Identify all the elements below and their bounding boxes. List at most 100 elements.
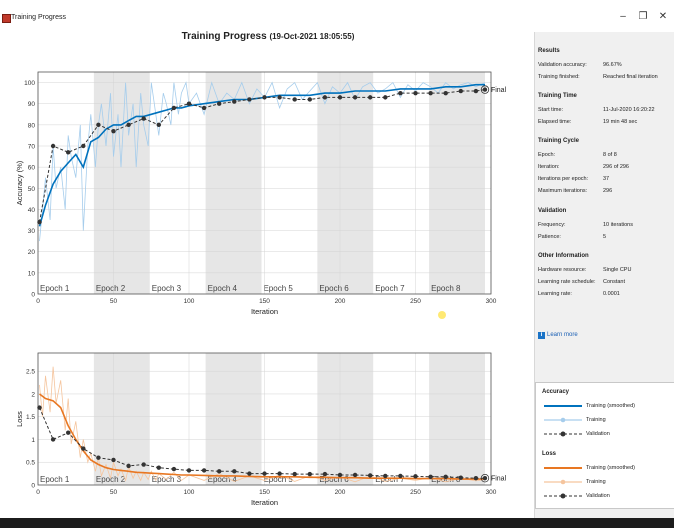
loss-y-tick-label: 0.5 bbox=[26, 460, 35, 467]
acc-y-tick-label: 20 bbox=[28, 249, 36, 256]
hardware-resource-label: Hardware resource: bbox=[538, 267, 587, 273]
loss-validation-point bbox=[96, 455, 101, 460]
acc-y-tick-label: 80 bbox=[28, 122, 36, 129]
acc-validation-point bbox=[482, 87, 488, 92]
acc-epoch-label: Epoch 2 bbox=[96, 284, 126, 293]
minimize-button[interactable]: – bbox=[620, 11, 626, 22]
acc-epoch-label: Epoch 6 bbox=[319, 284, 349, 293]
acc-axes-box bbox=[37, 71, 492, 295]
acc-y-tick-label: 40 bbox=[28, 207, 36, 214]
hardware-resource-value: Single CPU bbox=[603, 267, 632, 273]
acc-validation-point bbox=[111, 129, 116, 134]
maximize-button[interactable]: ❐ bbox=[638, 11, 648, 22]
acc-validation-point bbox=[413, 90, 418, 96]
acc-final-marker bbox=[480, 85, 490, 94]
learning-rate-label: Learning rate: bbox=[538, 291, 572, 297]
loss-validation-point bbox=[443, 474, 448, 480]
training-cycle-heading: Training Cycle bbox=[538, 138, 580, 144]
info-panel: Results Validation accuracy: 96.67% Trai… bbox=[534, 32, 674, 518]
loss-epoch-label: Epoch 8 bbox=[431, 475, 461, 484]
loss-validation-point bbox=[66, 430, 71, 435]
loss-validation-point bbox=[171, 466, 177, 472]
acc-epoch-label: Epoch 8 bbox=[431, 284, 461, 293]
loss-y-axis-label: Loss bbox=[15, 411, 24, 427]
acc-epoch-band bbox=[93, 72, 150, 294]
elapsed-time-value: 19 min 48 sec bbox=[603, 119, 638, 125]
legend-loss-training-label: Training bbox=[586, 479, 606, 485]
acc-final-label: Final bbox=[491, 87, 507, 94]
acc-validation-point bbox=[141, 116, 146, 121]
acc-y-tick-label: 90 bbox=[28, 101, 36, 108]
loss-epoch-label: Epoch 2 bbox=[96, 475, 126, 484]
learn-more-text: Learn more bbox=[547, 332, 578, 338]
acc-x-tick-label: 150 bbox=[259, 298, 270, 305]
loss-validation-point bbox=[37, 405, 42, 410]
epoch-value: 8 of 8 bbox=[603, 152, 617, 158]
acc-epoch-label: Epoch 7 bbox=[375, 284, 405, 293]
loss-validation-point bbox=[201, 468, 207, 473]
acc-y-tick-label: 10 bbox=[28, 270, 36, 277]
close-button[interactable]: ✕ bbox=[658, 11, 668, 22]
loss-x-tick-label: 50 bbox=[110, 489, 118, 496]
elapsed-time-label: Elapsed time: bbox=[538, 119, 572, 125]
acc-epoch-band bbox=[205, 72, 262, 294]
loss-chart: Epoch 1 Epoch 2 Epoch 3 Epoch 4 Epoch 5 Epoch… bbox=[15, 352, 507, 507]
legend-loss-swatches bbox=[544, 467, 582, 499]
acc-validation-point bbox=[292, 97, 297, 102]
validation-accuracy-value: 96.67% bbox=[603, 62, 622, 68]
loss-epoch-label: Epoch 6 bbox=[319, 475, 349, 484]
acc-epoch-band bbox=[429, 72, 485, 294]
title-text: Training Progress bbox=[181, 31, 267, 42]
start-time-label: Start time: bbox=[538, 107, 564, 113]
loss-validation-point bbox=[247, 471, 252, 476]
learn-more-link[interactable]: i Learn more bbox=[538, 332, 578, 339]
legend-loss-validation-label: Validation bbox=[586, 493, 610, 499]
title-bar: Training Progress – ❐ ✕ bbox=[0, 0, 674, 30]
patience-value: 5 bbox=[603, 234, 607, 240]
results-heading: Results bbox=[538, 48, 560, 54]
loss-training-smoothed-line bbox=[39, 393, 485, 480]
acc-y-axis-label: Accuracy (%) bbox=[15, 160, 24, 205]
loss-x-tick-label: 150 bbox=[259, 489, 270, 496]
acc-y-tick-label: 30 bbox=[28, 228, 36, 235]
loss-validation-point bbox=[398, 473, 403, 479]
loss-epoch-label: Epoch 4 bbox=[208, 475, 238, 484]
loss-validation-point bbox=[322, 471, 328, 477]
loss-x-tick-label: 300 bbox=[486, 489, 497, 496]
loss-axes-box bbox=[37, 352, 492, 486]
acc-validation-point bbox=[66, 150, 71, 155]
accuracy-chart: Epoch 1 Epoch 2 Epoch 3 Epoch 4 Epoch 5 Epoch… bbox=[15, 71, 507, 316]
loss-validation-point bbox=[413, 474, 418, 479]
acc-validation-point bbox=[81, 143, 86, 149]
acc-epoch-label: Epoch 5 bbox=[263, 284, 293, 293]
acc-y-tick-label: 0 bbox=[31, 292, 35, 299]
legend-box: Accuracy Training (smoothed) Training Va… bbox=[535, 382, 674, 509]
acc-x-tick-label: 200 bbox=[335, 298, 346, 305]
acc-validation-point bbox=[247, 97, 252, 102]
start-time-value: 11-Jul-2020 16:20:22 bbox=[603, 107, 655, 113]
loss-validation-point bbox=[156, 465, 161, 470]
legend-loss-training-marker bbox=[560, 479, 566, 485]
acc-validation-point bbox=[337, 95, 343, 100]
loss-validation-point bbox=[352, 472, 358, 478]
legend-acc-training-label: Training bbox=[586, 417, 606, 423]
loss-epoch-band bbox=[205, 353, 262, 485]
acc-validation-point bbox=[277, 95, 282, 100]
loss-epoch-band bbox=[429, 353, 485, 485]
info-icon: i bbox=[538, 332, 545, 339]
loss-validation-point bbox=[186, 468, 192, 473]
frequency-label: Frequency: bbox=[538, 222, 566, 228]
acc-epoch-label: Epoch 4 bbox=[208, 284, 238, 293]
loss-x-tick-label: 250 bbox=[410, 489, 421, 496]
loss-x-tick-label: 100 bbox=[184, 489, 195, 496]
loss-x-axis-label: Iteration bbox=[251, 498, 278, 507]
acc-validation-point bbox=[352, 95, 358, 100]
loss-validation-point bbox=[292, 471, 297, 477]
loss-epoch-band bbox=[93, 353, 150, 485]
acc-epoch-label: Epoch 3 bbox=[152, 284, 182, 293]
maximum-iterations-value: 296 bbox=[603, 188, 613, 194]
acc-y-tick-label: 60 bbox=[28, 165, 36, 172]
loss-epoch-label: Epoch 7 bbox=[375, 475, 405, 484]
acc-y-tick-label: 100 bbox=[24, 80, 35, 87]
acc-epoch-band bbox=[317, 72, 374, 294]
